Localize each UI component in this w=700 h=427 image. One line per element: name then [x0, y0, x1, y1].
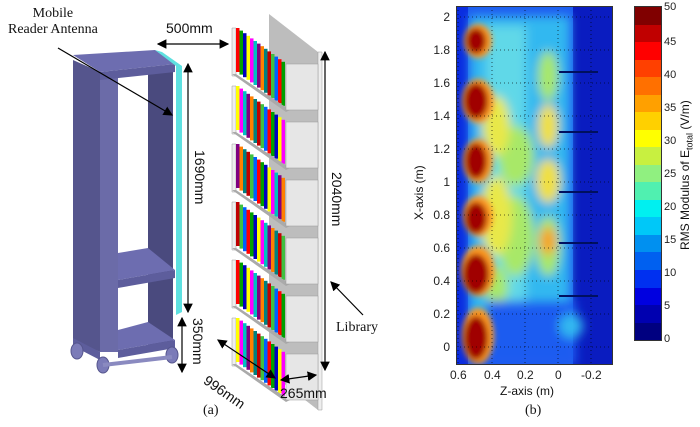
y-tick: 2: [443, 10, 450, 24]
antenna-label-line2: Reader Antenna: [8, 22, 98, 37]
caption-b: (b): [525, 403, 542, 418]
library-bookshelf: [231, 14, 323, 411]
cb-tick: 25: [664, 168, 677, 180]
y-tick: 0: [443, 340, 450, 354]
cb-tick: 40: [664, 69, 677, 81]
mobile-cart: [70, 50, 182, 374]
base-height-label: 350mm: [190, 318, 206, 365]
y-tick: 1: [443, 175, 450, 189]
panel-a: Mobile Reader Antenna 500mm 1690mm 350mm…: [8, 6, 378, 418]
y-axis-label: X-axis (m): [412, 165, 426, 220]
colorbar-label-sub: total: [684, 132, 695, 150]
y-tick: 1.2: [433, 142, 450, 156]
y-tick: 1.6: [433, 76, 450, 90]
colorbar-label-main: RMS Modulus of E: [678, 149, 692, 250]
y-tick: 1.8: [433, 43, 450, 57]
colorbar-label-unit: (V/m): [678, 100, 692, 130]
panel-b: 0 0.2 0.4 0.6 0.8 1 1.2 1.4 1.6 1.8 2 X-…: [410, 0, 700, 427]
colorbar: [634, 6, 662, 341]
y-tick: 1.4: [433, 109, 450, 123]
y-tick: 0.4: [433, 274, 450, 288]
caption-a: (a): [203, 403, 219, 418]
cb-tick: 0: [664, 333, 671, 345]
x-tick: -0.2: [581, 368, 602, 382]
cb-tick: 30: [664, 135, 677, 147]
x-tick: 0.4: [484, 368, 501, 382]
antenna-label-line1: Mobile: [32, 6, 74, 21]
x-axis-label: Z-axis (m): [500, 384, 554, 398]
cart-and-library-illustration: [57, 14, 364, 411]
library-label: Library: [336, 320, 378, 335]
y-tick: 0.6: [433, 241, 450, 255]
cb-tick: 15: [664, 234, 677, 246]
width-top-label: 500mm: [166, 20, 213, 36]
cb-tick: 5: [664, 300, 671, 312]
library-depth-label: 265mm: [280, 385, 327, 401]
field-heatmap-plot: [456, 6, 613, 365]
y-tick: 0.8: [433, 208, 450, 222]
cb-tick: 10: [664, 267, 677, 279]
cb-tick: 50: [664, 1, 677, 13]
cb-tick: 20: [664, 201, 677, 213]
cb-tick: 45: [664, 36, 677, 48]
antenna-height-label: 1690mm: [192, 150, 208, 205]
x-tick: 0.6: [450, 368, 467, 382]
antenna-label: Mobile Reader Antenna: [8, 6, 98, 38]
x-tick: 0.2: [517, 368, 534, 382]
library-height-label: 2040mm: [329, 172, 345, 227]
cb-tick: 35: [664, 102, 677, 114]
x-tick: 0: [555, 368, 562, 382]
colorbar-label: RMS Modulus of Etotal (V/m): [678, 100, 694, 250]
y-tick: 0.2: [433, 307, 450, 321]
